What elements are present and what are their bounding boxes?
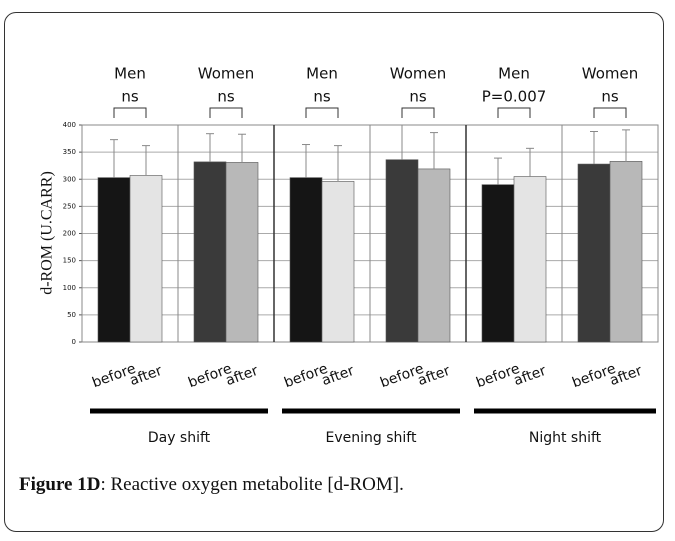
y-tick-label: 400 <box>63 121 76 129</box>
test-label: ns <box>121 88 139 106</box>
y-tick-label: 100 <box>63 284 76 292</box>
bar <box>609 161 643 343</box>
y-tick-label: 300 <box>63 175 76 183</box>
y-tick-label: 200 <box>63 230 76 238</box>
shift-label: Day shift <box>148 430 211 446</box>
bar <box>97 177 131 343</box>
y-tick-label: 250 <box>63 202 76 210</box>
test-label: P=0.007 <box>482 88 547 106</box>
group-label: Women <box>390 65 446 83</box>
test-label: ns <box>601 88 619 106</box>
frame <box>4 12 664 532</box>
y-tick-label: 0 <box>72 338 76 346</box>
y-axis-label: d-ROM (U.CARR) <box>39 171 56 295</box>
bar <box>481 184 515 343</box>
bar <box>225 162 259 343</box>
test-label: ns <box>217 88 235 106</box>
y-tick-label: 350 <box>63 148 76 156</box>
shift-label: Night shift <box>529 430 602 446</box>
bar <box>129 175 163 343</box>
y-tick-label: 150 <box>63 257 76 265</box>
bar <box>513 176 547 343</box>
group-label: Women <box>198 65 254 83</box>
test-label: ns <box>313 88 331 106</box>
bracket <box>401 107 435 118</box>
group-label: Women <box>582 65 638 83</box>
bracket <box>113 107 147 118</box>
bracket <box>305 107 339 118</box>
group-label: Men <box>306 65 338 83</box>
group-label: Men <box>114 65 146 83</box>
caption-label: Figure 1D <box>19 474 101 495</box>
group-label: Men <box>498 65 530 83</box>
bracket <box>209 107 243 118</box>
bar <box>321 181 355 343</box>
bar <box>289 177 323 343</box>
caption: Figure 1D: Reactive oxygen metabolite [d… <box>19 474 404 496</box>
y-tick-label: 50 <box>67 311 76 319</box>
shift-label: Evening shift <box>326 430 417 446</box>
bracket <box>593 107 627 118</box>
bar <box>193 161 227 343</box>
caption-text: : Reactive oxygen metabolite [d-ROM]. <box>100 474 404 495</box>
bar <box>577 163 611 343</box>
bar <box>385 159 419 343</box>
bracket <box>497 107 531 118</box>
bar <box>417 168 451 343</box>
test-label: ns <box>409 88 427 106</box>
